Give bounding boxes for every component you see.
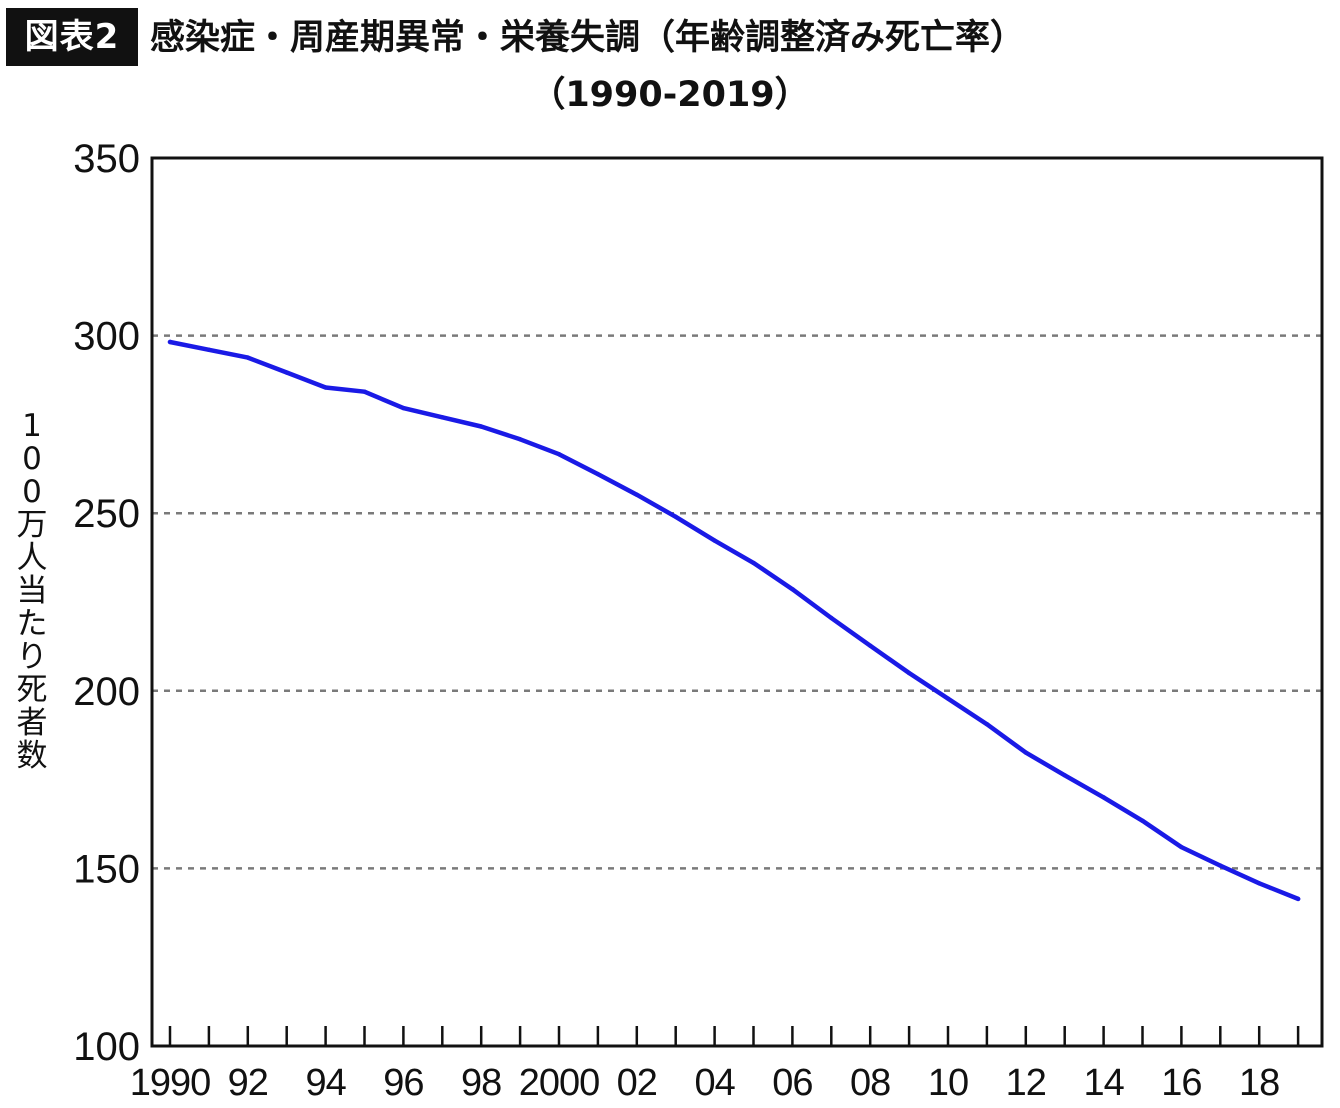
data-point — [1295, 896, 1301, 902]
x-tick-label: 16 — [1161, 1062, 1201, 1104]
y-axis-label-char: 数 — [16, 738, 48, 774]
y-axis-label-char: 死 — [16, 672, 48, 708]
data-point — [401, 405, 406, 411]
x-tick-label: 96 — [383, 1062, 423, 1104]
y-axis-label-char: た — [16, 606, 48, 642]
data-point — [1257, 881, 1262, 886]
data-point — [1179, 844, 1184, 850]
data-point — [906, 670, 912, 676]
x-tick-label: 92 — [228, 1062, 268, 1104]
data-point — [712, 538, 717, 543]
y-tick-label: 250 — [73, 492, 140, 536]
y-tick-label: 350 — [73, 137, 140, 181]
y-axis-label-char: 人 — [16, 540, 48, 576]
x-tick-label: 1990 — [130, 1062, 211, 1104]
data-point — [167, 339, 173, 345]
series-line-0 — [167, 339, 1301, 902]
data-point — [323, 385, 328, 390]
data-point — [440, 415, 445, 420]
x-tick-label: 14 — [1083, 1062, 1124, 1104]
data-point — [1023, 750, 1028, 755]
y-axis-label-char: 万 — [16, 507, 48, 543]
y-axis-label-char: り — [16, 639, 48, 675]
data-point — [984, 721, 990, 727]
y-axis-label-char: 1 — [22, 408, 42, 444]
chart-title: 感染症・周産期異常・栄養失調（年齢調整済み死亡率） — [150, 18, 1026, 58]
data-point — [284, 370, 289, 375]
y-axis-label-char: 0 — [22, 441, 42, 477]
x-tick-label: 06 — [772, 1062, 812, 1104]
y-axis-label-char: 0 — [22, 474, 42, 510]
data-point — [829, 615, 834, 621]
x-tick-label: 2000 — [519, 1062, 600, 1104]
y-tick-label: 200 — [73, 670, 140, 714]
data-point — [517, 437, 523, 442]
x-tick-label: 12 — [1006, 1062, 1046, 1104]
data-point — [1218, 863, 1223, 868]
data-point — [634, 492, 639, 497]
data-point — [673, 514, 678, 519]
figure-badge: 図表2 — [6, 8, 138, 66]
data-point — [556, 452, 562, 457]
data-point — [751, 560, 756, 566]
y-axis-label-char: 当 — [16, 573, 48, 609]
x-tick-label: 94 — [305, 1062, 346, 1104]
x-tick-label: 08 — [850, 1062, 890, 1104]
x-tick-label: 10 — [928, 1062, 968, 1104]
data-point — [1101, 795, 1106, 800]
data-point — [1140, 818, 1145, 824]
y-tick-label: 300 — [73, 315, 140, 359]
data-point — [945, 696, 951, 701]
x-tick-label: 18 — [1239, 1062, 1279, 1104]
chart-subtitle: （1990-2019） — [530, 75, 810, 115]
data-point — [868, 643, 873, 648]
y-tick-label: 150 — [73, 847, 140, 891]
x-tick-label: 98 — [461, 1062, 501, 1104]
data-point — [479, 424, 484, 429]
data-point — [1062, 773, 1067, 778]
x-tick-label: 04 — [694, 1062, 735, 1104]
data-point — [790, 587, 795, 592]
data-point — [206, 347, 212, 353]
plot-area-frame — [150, 156, 1324, 1048]
x-tick-label: 02 — [617, 1062, 657, 1104]
data-point — [362, 389, 367, 394]
data-point — [245, 355, 250, 360]
y-tick-label: 100 — [73, 1025, 140, 1069]
y-axis-label-char: 者 — [16, 705, 48, 741]
data-point — [595, 471, 601, 477]
